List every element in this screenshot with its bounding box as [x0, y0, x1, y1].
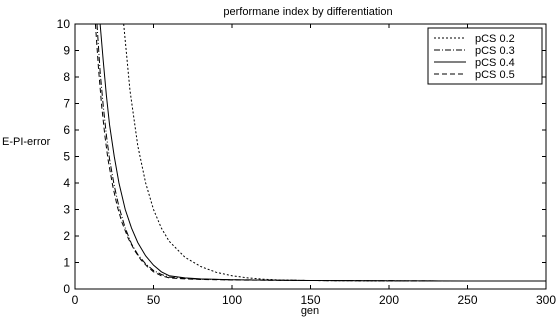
y-tick-label: 4	[63, 176, 70, 190]
legend-label-2: pCS 0.3	[475, 45, 515, 57]
y-tick-label: 1	[63, 256, 70, 270]
y-tick-label: 7	[63, 97, 70, 111]
y-tick-label: 2	[63, 229, 70, 243]
x-tick-label: 50	[147, 293, 161, 307]
y-tick-label: 9	[63, 44, 70, 58]
chart-title: performane index by differentiation	[223, 6, 392, 18]
y-tick-label: 3	[63, 203, 70, 217]
legend-label-3: pCS 0.4	[475, 57, 515, 69]
legend-box	[427, 27, 543, 85]
x-tick-label: 150	[300, 293, 320, 307]
y-tick-label: 5	[63, 150, 70, 164]
series-line-4	[94, 24, 546, 282]
series-line-3	[99, 24, 546, 282]
y-tick-label: 0	[63, 282, 70, 296]
y-axis: 0 1 2 3 4 5 6 7 8 9 10	[57, 17, 546, 296]
x-tick-label: 300	[536, 293, 556, 307]
y-tick-label: 8	[63, 70, 70, 84]
legend-label-1: pCS 0.2	[475, 33, 515, 45]
y-tick-label: 10	[57, 17, 71, 31]
x-tick-label: 250	[457, 293, 477, 307]
y-tick-label: 6	[63, 123, 70, 137]
x-axis: 0 50 100 150 200 250 300	[72, 24, 556, 307]
x-tick-label: 0	[72, 293, 79, 307]
series-group	[94, 24, 546, 282]
y-axis-label: E-PI-error	[2, 136, 51, 148]
x-axis-label: gen	[301, 305, 319, 317]
x-tick-label: 100	[222, 293, 242, 307]
legend-label-4: pCS 0.5	[475, 69, 515, 81]
x-tick-label: 200	[379, 293, 399, 307]
